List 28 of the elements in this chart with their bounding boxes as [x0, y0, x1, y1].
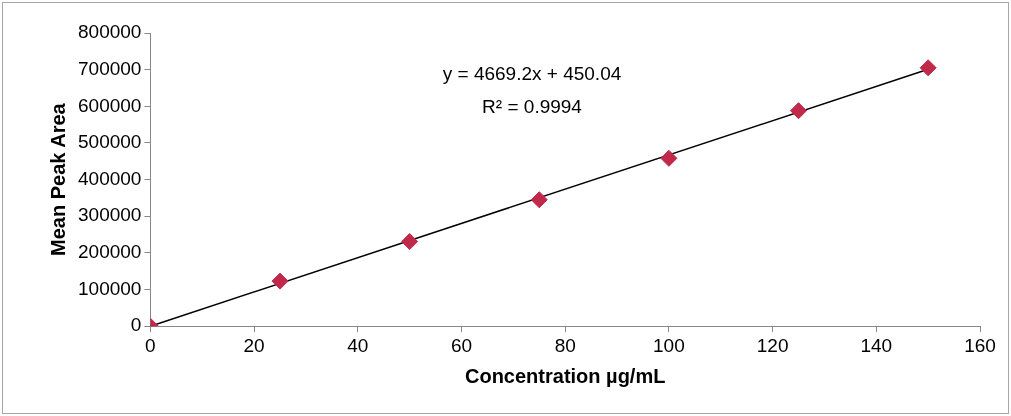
x-tick-label: 120	[756, 334, 789, 356]
point	[660, 149, 678, 167]
x-tick-label: 0	[145, 334, 156, 356]
x-axis-title: Concentration µg/mL	[464, 364, 666, 387]
point	[271, 272, 289, 290]
x-tick-label: 160	[964, 334, 996, 356]
y-tick-label: 700000	[78, 57, 142, 79]
x-tick-label: 100	[653, 334, 685, 356]
x-tick-label: 80	[554, 334, 576, 356]
point	[919, 59, 937, 77]
y-tick-label: 600000	[78, 94, 142, 116]
y-tick-label: 100000	[78, 277, 142, 299]
y-axis-title: Mean Peak Area	[46, 102, 69, 256]
x-tick-label: 140	[860, 334, 893, 356]
y-tick-label: 500000	[78, 131, 142, 153]
x-tick-label: 40	[347, 334, 369, 356]
annotation: y = 4669.2x + 450.04	[442, 63, 622, 85]
x-tick-label: 60	[450, 334, 473, 356]
y-tick-label: 300000	[78, 204, 142, 226]
x-tick-label: 20	[243, 334, 265, 356]
point	[790, 102, 808, 120]
point	[530, 191, 548, 209]
annotation: R² = 0.9994	[482, 96, 583, 118]
y-tick-label: 400000	[78, 167, 142, 189]
point	[401, 233, 419, 251]
y-tick-label: 800000	[78, 21, 142, 43]
y-tick-label: 200000	[78, 241, 142, 263]
y-tick-label: 0	[130, 314, 142, 336]
